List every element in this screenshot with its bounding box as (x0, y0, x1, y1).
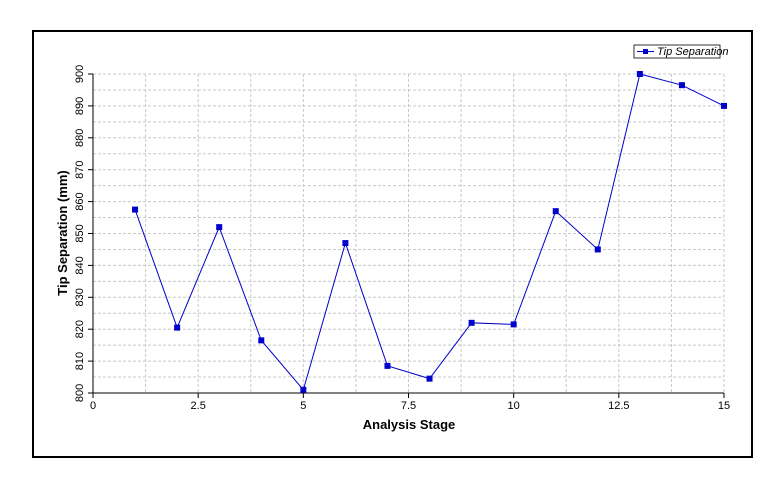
data-point (258, 337, 265, 344)
data-point (594, 246, 601, 253)
x-tick-label: 2.5 (191, 400, 206, 412)
legend-label: Tip Separation (657, 46, 728, 58)
y-tick-label: 840 (74, 256, 86, 274)
data-point (468, 319, 475, 326)
y-tick-label: 830 (74, 288, 86, 306)
data-point (174, 324, 181, 331)
y-tick-label: 880 (74, 129, 86, 147)
x-tick-label: 0 (90, 400, 96, 412)
data-point (216, 224, 223, 231)
data-point (552, 208, 559, 215)
y-axis-title: Tip Separation (mm) (55, 170, 70, 295)
y-tick-label: 810 (74, 352, 86, 370)
y-tick-label: 900 (74, 65, 86, 83)
data-point (510, 321, 517, 328)
data-point (636, 71, 643, 77)
chart-frame (32, 30, 753, 458)
data-point (721, 102, 727, 109)
data-point (384, 362, 391, 369)
x-tick-label: 12.5 (608, 400, 629, 412)
legend-box (633, 44, 721, 59)
x-tick-label: 5 (300, 400, 306, 412)
data-point (678, 82, 685, 89)
legend: Tip Separation (633, 44, 728, 59)
x-tick-label: 7.5 (401, 400, 416, 412)
y-tick-label: 850 (74, 224, 86, 242)
y-tick-label: 820 (74, 320, 86, 338)
y-tick-label: 860 (74, 192, 86, 210)
y-tick-label: 890 (74, 97, 86, 115)
legend-marker (643, 49, 648, 54)
x-tick-label: 10 (508, 400, 520, 412)
y-tick-label: 870 (74, 161, 86, 179)
y-tick-label: 800 (74, 384, 86, 402)
data-point (426, 375, 433, 382)
data-point (342, 240, 349, 247)
x-tick-label: 15 (718, 400, 730, 412)
data-point (132, 206, 139, 213)
x-axis-title: Analysis Stage (363, 417, 456, 432)
data-point (300, 386, 307, 393)
